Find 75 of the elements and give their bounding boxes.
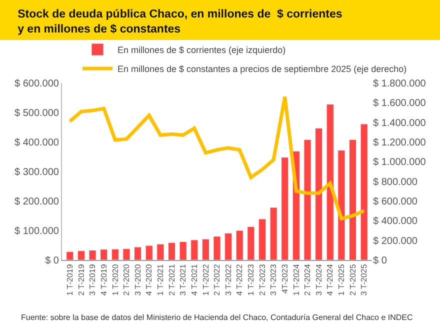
bar	[88, 250, 96, 260]
bar	[190, 240, 198, 260]
bar	[281, 157, 289, 260]
x-tick-label: 3 T-2025	[360, 264, 369, 296]
bar	[224, 232, 232, 260]
legend-label: En millones de $ constantes a precios de septiembre 2025 (eje derecho)	[118, 64, 407, 74]
x-tick-label: 3 T-2019	[88, 264, 98, 296]
bar	[326, 104, 334, 260]
y-tick-label: $ 300.000	[14, 167, 60, 178]
y2-tick-label: $ 0	[373, 256, 388, 266]
bar	[304, 139, 312, 260]
x-tick-label: 3 T-2021	[178, 264, 188, 296]
x-tick-label: 4 T-2019	[99, 264, 108, 296]
bar	[145, 245, 153, 260]
x-tick-label: 1 T-2024	[292, 264, 301, 296]
x-tick-label: 4 T-2021	[190, 264, 199, 296]
bar	[315, 128, 323, 260]
x-tick-label: 1 T-2021	[156, 264, 166, 296]
bar	[270, 207, 278, 260]
line-series	[68, 95, 366, 220]
y-tick-label: $ 200.000	[14, 196, 60, 208]
x-tick-label: 1 T-2020	[110, 264, 120, 296]
x-tick-label: 2 T-2025	[348, 264, 358, 296]
x-tick-label: 1 T-2025	[337, 264, 346, 296]
x-tick-label: 3 T-2024	[314, 264, 324, 296]
x-tick-label: 2 T-2024	[303, 264, 312, 296]
bar	[168, 242, 176, 260]
bar	[111, 248, 119, 260]
bar	[66, 251, 74, 260]
x-tick-label: 2 T-2021	[167, 264, 176, 296]
x-tick-label: 3 T-2020	[133, 264, 142, 296]
y2-tick-label: $ 800.000	[373, 176, 418, 188]
legend-label: En millones de $ corrientes (eje izquierdo)	[118, 45, 286, 56]
bar	[122, 248, 130, 260]
y2-tick-label: $ 1.000.000	[373, 157, 426, 168]
x-tick-label: 2 T-2019	[76, 264, 86, 296]
y2-tick-label: $ 1.800.000	[373, 78, 426, 90]
y2-tick-label: $ 1.400.000	[373, 118, 426, 129]
bar	[247, 226, 255, 260]
x-tick-label: 2 T-2023	[258, 264, 267, 296]
bar	[258, 218, 266, 260]
bar	[202, 238, 210, 260]
y2-tick-label: $ 1.600.000	[373, 98, 426, 110]
bar	[349, 139, 357, 260]
y-tick-label: $ 500.000	[14, 108, 60, 119]
source-note: Fuente: sobre la base de datos del Ministerio de Hacienda del Chaco, Contaduría General del Chaco e INDEC	[21, 313, 414, 322]
y2-tick-label: $ 200.000	[373, 236, 418, 247]
bar	[100, 249, 108, 260]
x-tick-label: 1 T-2019	[66, 264, 75, 296]
x-tick-label: 4 T-2024	[326, 264, 335, 296]
y2-tick-label: $ 400.000	[373, 216, 418, 228]
y2-tick-label: $ 1.200.000	[373, 138, 426, 148]
bar	[179, 241, 187, 260]
y-tick-label: $ 0	[45, 256, 60, 266]
y-tick-label: $ 400.000	[14, 138, 60, 148]
bar	[236, 230, 244, 260]
x-tick-label: 4T-2023	[280, 264, 290, 294]
x-tick-label: 4 T-2020	[144, 264, 154, 296]
chart-title: Stock de deuda pública Chaco, en millones de $ corrientes y en millones de $ constantes	[18, 8, 342, 36]
x-tick-label: 1 T-2023	[246, 264, 256, 296]
bar	[338, 150, 346, 260]
bar	[77, 250, 85, 260]
x-tick-label: 1 T-2022	[201, 264, 210, 296]
x-tick-label: 3 T-2022	[224, 264, 233, 296]
bar	[156, 244, 164, 260]
y2-tick-label: $ 600.000	[373, 196, 418, 208]
y-tick-label: $ 600.000	[14, 78, 60, 90]
x-tick-label: 2 T-2022	[212, 264, 222, 296]
y-tick-label: $ 100.000	[14, 226, 60, 237]
bar	[360, 124, 368, 260]
x-tick-label: 2 T-2020	[122, 264, 132, 296]
x-tick-label: 3 T-2023	[269, 264, 278, 296]
x-tick-label: 4 T-2022	[235, 264, 244, 296]
bar	[213, 236, 221, 260]
bar	[134, 246, 142, 260]
